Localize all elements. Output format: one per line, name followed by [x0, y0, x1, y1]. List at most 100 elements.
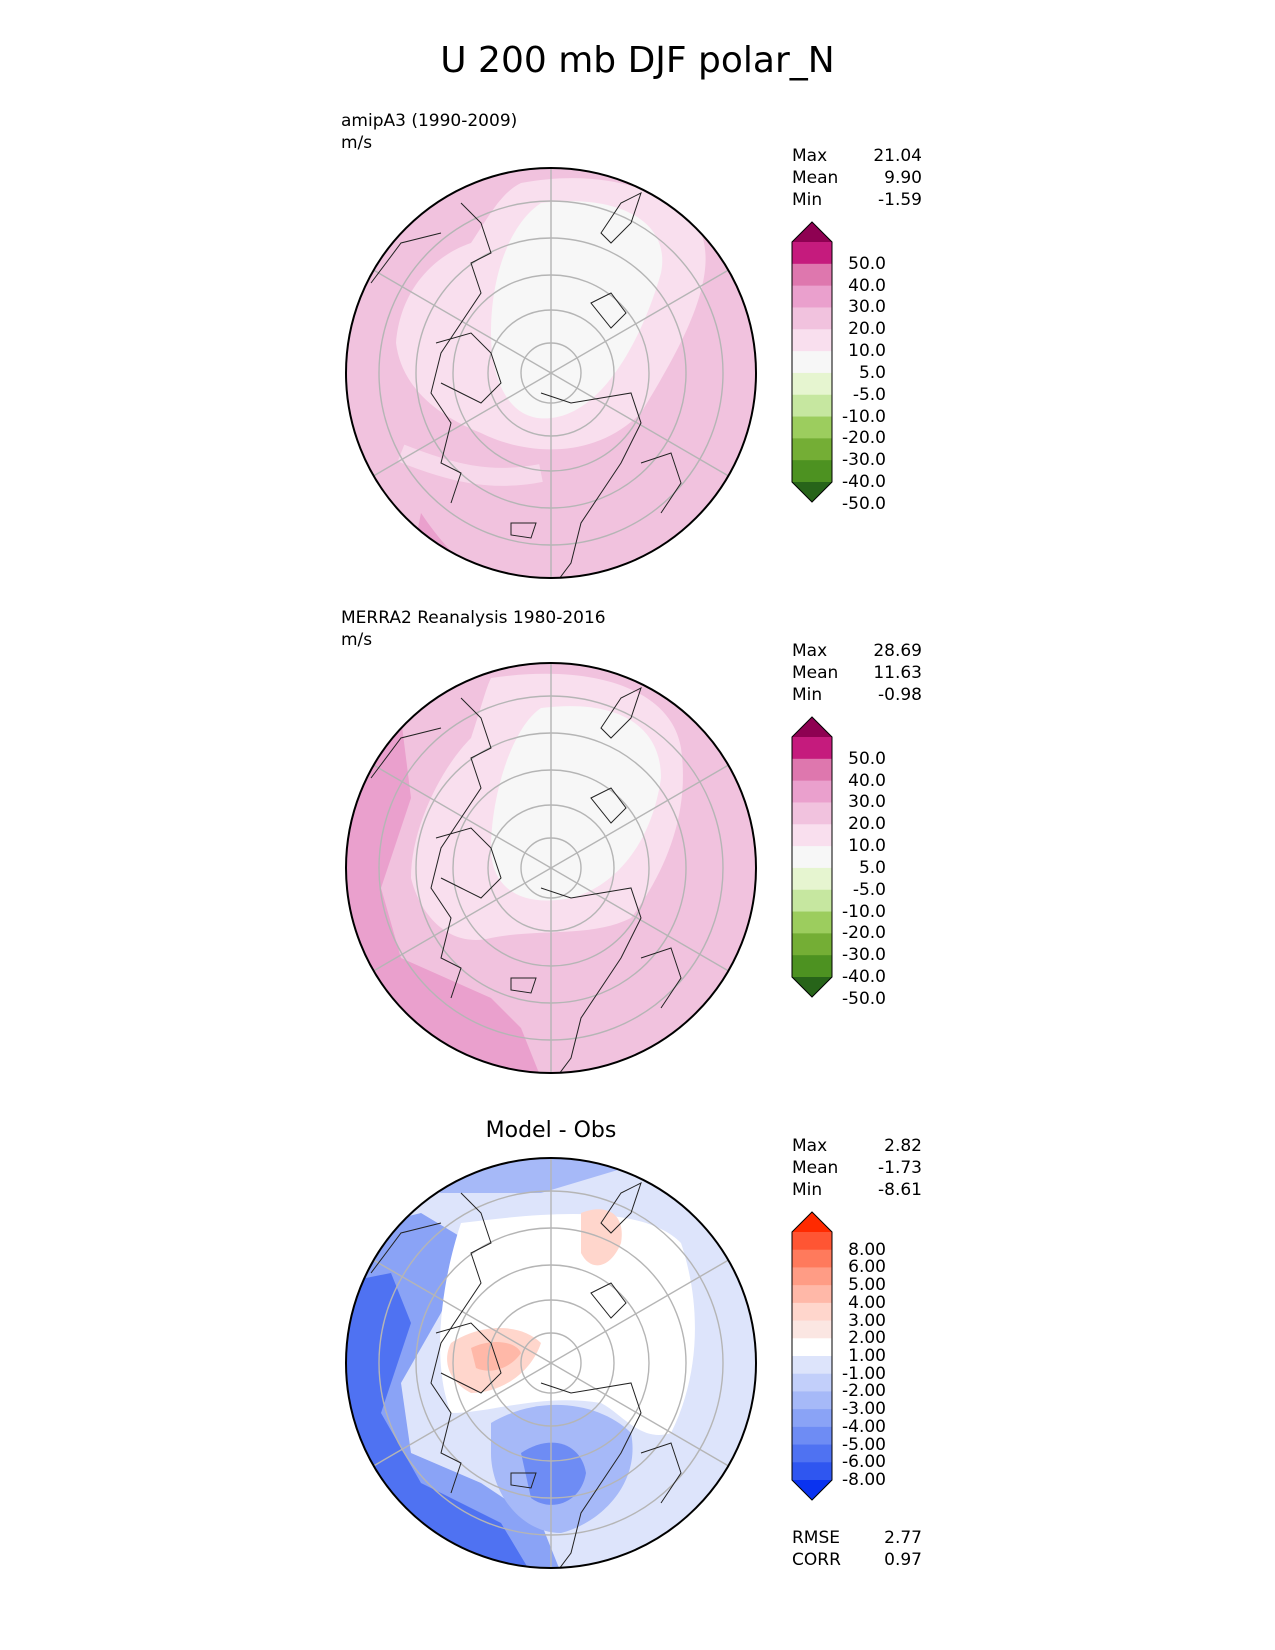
colorbar-extend-top: [792, 717, 832, 737]
colorbar-tick-label: 6.00: [848, 1257, 886, 1278]
colorbar-tick-label: 8.00: [848, 1239, 886, 1260]
panel2-map: [345, 662, 757, 1074]
difference-colorbar: [791, 1211, 833, 1501]
colorbar-segment: [792, 1409, 832, 1428]
colorbar-segment: [792, 955, 832, 978]
colorbar-outline: [791, 716, 833, 998]
colorbar-tick-label: 10.0: [848, 341, 886, 362]
panel2-colorbar: [791, 716, 833, 998]
colorbar-tick-label: -30.0: [842, 945, 886, 966]
colorbar-tick-label: -5.00: [842, 1434, 886, 1455]
colorbar-tick-label: 3.00: [848, 1310, 886, 1331]
colorbar-segment: [792, 889, 832, 913]
colorbar-segment: [792, 416, 832, 439]
colorbar-tick-label: 2.00: [848, 1328, 886, 1349]
colorbar-segment: [792, 780, 832, 803]
colorbar-segment: [792, 933, 832, 956]
colorbar-tick-label: -3.00: [842, 1399, 886, 1420]
colorbar-tick-label: 20.0: [848, 319, 886, 340]
panel1-stats: Max 21.04 Mean 9.90 Min -1.59: [792, 146, 922, 210]
colorbar-tick-label: -5.0: [852, 879, 886, 900]
colorbar-segment: [792, 1302, 832, 1322]
panel2-stats: Max 28.69 Mean 11.63 Min -0.98: [792, 641, 922, 705]
colorbar-segment: [792, 758, 832, 782]
panel1-map: [345, 167, 757, 579]
colorbar-outline: [791, 1211, 833, 1501]
colorbar-tick-label: 40.0: [848, 275, 886, 296]
colorbar-segment: [792, 1373, 832, 1392]
colorbar-extend-bottom: [792, 1480, 832, 1500]
colorbar-segment: [792, 911, 832, 934]
colorbar-tick-label: -50.0: [842, 493, 886, 514]
colorbar-tick-label: 40.0: [848, 770, 886, 791]
colorbar-segment: [792, 1391, 832, 1410]
colorbar-segment: [792, 263, 832, 287]
colorbar-segment: [792, 460, 832, 483]
colorbar-segment: [792, 1444, 832, 1463]
colorbar-tick-label: -40.0: [842, 967, 886, 987]
colorbar-segment: [792, 1320, 832, 1339]
colorbar-tick-label: -50.0: [842, 988, 886, 1009]
colorbar-tick-label: 5.0: [858, 857, 886, 878]
colorbar-tick-label: -30.0: [842, 450, 886, 471]
colorbar-segment: [792, 867, 832, 891]
colorbar-segment: [792, 1267, 832, 1286]
colorbar-tick-label: 1.00: [848, 1346, 886, 1366]
colorbar-tick-label: 30.0: [848, 792, 886, 813]
difference-title: Model - Obs: [485, 1118, 617, 1143]
colorbar-segment: [792, 1232, 832, 1251]
colorbar-segment: [792, 1338, 832, 1357]
colorbar-segment: [792, 1426, 832, 1446]
colorbar-segment: [792, 1462, 832, 1481]
colorbar-extend-bottom: [792, 482, 832, 502]
colorbar-tick-label: -8.00: [842, 1470, 886, 1490]
colorbar-extend-bottom: [792, 977, 832, 997]
colorbar-tick-label: 10.0: [848, 836, 886, 857]
colorbar-segment: [792, 846, 832, 869]
colorbar-tick-label: -5.0: [852, 384, 886, 405]
colorbar-segment: [792, 1356, 832, 1375]
difference-map: [345, 1157, 757, 1569]
colorbar-tick-label: 50.0: [848, 748, 886, 769]
colorbar-segment: [792, 824, 832, 847]
colorbar-segment: [792, 438, 832, 461]
colorbar-outline: [791, 221, 833, 503]
colorbar-segment: [792, 307, 832, 330]
colorbar-tick-label: -10.0: [842, 901, 886, 922]
colorbar-segment: [792, 802, 832, 825]
panel2-colorbar-labels: 50.0 40.0 30.0 20.0 10.0 5.0 -5.0 -10.0 -20.0 -30…: [836, 737, 886, 1009]
colorbar-segment: [792, 372, 832, 396]
colorbar-tick-label: 4.00: [848, 1292, 886, 1313]
colorbar-segment: [792, 394, 832, 418]
colorbar-segment: [792, 329, 832, 352]
panel1-colorbar: [791, 221, 833, 503]
panel2-label: MERRA2 Reanalysis 1980-2016 m/s: [341, 608, 606, 650]
colorbar-extend-top: [792, 1212, 832, 1232]
colorbar-tick-label: 30.0: [848, 297, 886, 318]
colorbar-tick-label: -40.0: [842, 472, 886, 492]
colorbar-tick-label: -20.0: [842, 923, 886, 944]
colorbar-tick-label: -20.0: [842, 428, 886, 449]
panel1-colorbar-labels: 50.0 40.0 30.0 20.0 10.0 5.0 -5.0 -10.0 -20.0 -30…: [836, 242, 886, 514]
colorbar-segment: [792, 351, 832, 374]
figure-title: U 200 mb DJF polar_N: [440, 40, 835, 81]
colorbar-extend-top: [792, 222, 832, 242]
colorbar-tick-label: 5.0: [858, 362, 886, 383]
colorbar-segment: [792, 1285, 832, 1304]
difference-stats: Max 2.82 Mean -1.73 Min -8.61: [792, 1136, 922, 1200]
colorbar-tick-label: -10.0: [842, 406, 886, 427]
colorbar-tick-label: -2.00: [842, 1381, 886, 1402]
colorbar-tick-label: -4.00: [842, 1416, 886, 1437]
colorbar-tick-label: 5.00: [848, 1275, 886, 1296]
difference-scores: RMSE 2.77 CORR 0.97: [792, 1528, 922, 1570]
colorbar-segment: [792, 242, 832, 265]
colorbar-tick-label: 50.0: [848, 253, 886, 274]
panel1-label: amipA3 (1990-2009) m/s: [341, 111, 518, 153]
colorbar-segment: [792, 1249, 832, 1268]
colorbar-segment: [792, 737, 832, 760]
difference-colorbar-labels: 8.00 6.00 5.00 4.00 3.00 2.00 1.00 -1.00 -2.00 -3…: [836, 1232, 886, 1490]
colorbar-tick-label: -6.00: [842, 1452, 886, 1473]
colorbar-tick-label: 20.0: [848, 814, 886, 835]
colorbar-segment: [792, 285, 832, 308]
colorbar-tick-label: -1.00: [842, 1363, 886, 1384]
